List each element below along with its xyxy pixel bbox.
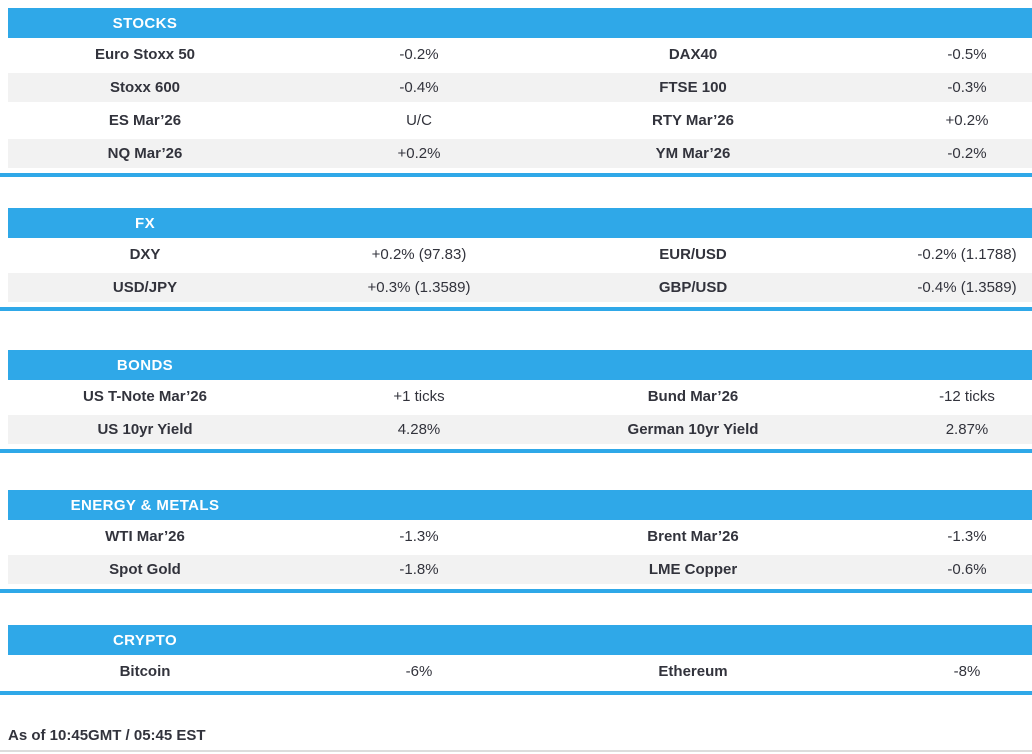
instrument-label-right: RTY Mar’26 (652, 112, 734, 129)
section-title: ENERGY & METALS (70, 496, 220, 514)
instrument-label-left: Spot Gold (109, 561, 181, 578)
section-title: CRYPTO (112, 631, 178, 649)
instrument-value-right: -0.5% (947, 46, 987, 63)
table-row: DXY +0.2% (97.83) EUR/USD -0.2% (1.1788) (8, 238, 1032, 271)
section-rows: Euro Stoxx 50 -0.2% DAX40 -0.5% Stoxx 60… (8, 38, 1032, 170)
instrument-value-left: +0.3% (1.3589) (367, 279, 471, 296)
section-underline (0, 449, 1032, 453)
instrument-value-right: 2.87% (945, 421, 989, 438)
instrument-value-right: -0.3% (947, 79, 987, 96)
table-row: Bitcoin -6% Ethereum -8% (8, 655, 1032, 688)
instrument-label-left: Euro Stoxx 50 (94, 46, 196, 63)
instrument-label-left: DXY (129, 246, 161, 263)
instrument-label-left: ES Mar’26 (108, 112, 182, 129)
table-row: ES Mar’26 U/C RTY Mar’26 +0.2% (8, 104, 1032, 137)
market-section: FX DXY +0.2% (97.83) EUR/USD -0.2% (1.17… (0, 208, 1032, 311)
table-row: Spot Gold -1.8% LME Copper -0.6% (8, 553, 1032, 586)
instrument-label-right: GBP/USD (658, 279, 728, 296)
section-header: CRYPTO (8, 625, 1032, 655)
section-title: FX (135, 214, 155, 232)
section-rows: Bitcoin -6% Ethereum -8% (8, 655, 1032, 688)
section-rows: DXY +0.2% (97.83) EUR/USD -0.2% (1.1788)… (8, 238, 1032, 304)
instrument-value-right: -0.2% (947, 145, 987, 162)
instrument-label-right: German 10yr Yield (627, 421, 759, 438)
table-row: US 10yr Yield 4.28% German 10yr Yield 2.… (8, 413, 1032, 446)
instrument-label-left: Bitcoin (119, 663, 171, 680)
instrument-label-right: Ethereum (658, 663, 728, 680)
instrument-value-left: -1.8% (399, 561, 439, 578)
section-underline (0, 589, 1032, 593)
market-section: STOCKS Euro Stoxx 50 -0.2% DAX40 -0.5% S… (0, 8, 1032, 177)
instrument-value-left: -1.3% (399, 528, 439, 545)
instrument-value-right: -12 ticks (939, 388, 995, 405)
market-section: CRYPTO Bitcoin -6% Ethereum -8% (0, 625, 1032, 695)
section-title: STOCKS (112, 14, 178, 32)
instrument-value-left: -0.4% (399, 79, 439, 96)
section-underline (0, 691, 1032, 695)
instrument-label-right: EUR/USD (659, 246, 727, 263)
section-header: BONDS (8, 350, 1032, 380)
instrument-label-right: DAX40 (668, 46, 718, 63)
instrument-value-left: -0.2% (399, 46, 439, 63)
sections-wrap: STOCKS Euro Stoxx 50 -0.2% DAX40 -0.5% S… (0, 8, 1032, 695)
instrument-label-left: US T-Note Mar’26 (83, 388, 207, 405)
instrument-value-right: -0.2% (1.1788) (917, 246, 1017, 263)
instrument-label-right: Brent Mar’26 (647, 528, 739, 545)
instrument-label-right: YM Mar’26 (655, 145, 731, 162)
section-header: ENERGY & METALS (8, 490, 1032, 520)
market-section: ENERGY & METALS WTI Mar’26 -1.3% Brent M… (0, 490, 1032, 593)
table-row: USD/JPY +0.3% (1.3589) GBP/USD -0.4% (1.… (8, 271, 1032, 304)
section-underline (0, 173, 1032, 177)
instrument-label-right: LME Copper (648, 561, 738, 578)
instrument-value-left: +0.2% (97.83) (371, 246, 467, 263)
instrument-label-left: WTI Mar’26 (105, 528, 185, 545)
instrument-value-right: -0.4% (1.3589) (917, 279, 1017, 296)
as-of-timestamp: As of 10:45GMT / 05:45 EST (8, 727, 206, 744)
bottom-divider (0, 750, 1032, 752)
instrument-value-right: -8% (953, 663, 981, 680)
table-row: Euro Stoxx 50 -0.2% DAX40 -0.5% (8, 38, 1032, 71)
table-row: NQ Mar’26 +0.2% YM Mar’26 -0.2% (8, 137, 1032, 170)
instrument-value-right: -0.6% (947, 561, 987, 578)
market-section: BONDS US T-Note Mar’26 +1 ticks Bund Mar… (0, 350, 1032, 453)
instrument-value-left: +1 ticks (393, 388, 445, 405)
section-title: BONDS (116, 356, 174, 374)
instrument-value-right: +0.2% (945, 112, 989, 129)
section-underline (0, 307, 1032, 311)
table-row: WTI Mar’26 -1.3% Brent Mar’26 -1.3% (8, 520, 1032, 553)
section-rows: US T-Note Mar’26 +1 ticks Bund Mar’26 -1… (8, 380, 1032, 446)
instrument-label-left: USD/JPY (112, 279, 178, 296)
instrument-value-left: +0.2% (397, 145, 441, 162)
instrument-value-right: -1.3% (947, 528, 987, 545)
table-row: Stoxx 600 -0.4% FTSE 100 -0.3% (8, 71, 1032, 104)
section-header: STOCKS (8, 8, 1032, 38)
table-row: US T-Note Mar’26 +1 ticks Bund Mar’26 -1… (8, 380, 1032, 413)
section-header: FX (8, 208, 1032, 238)
instrument-value-left: U/C (406, 112, 432, 129)
section-rows: WTI Mar’26 -1.3% Brent Mar’26 -1.3% Spot… (8, 520, 1032, 586)
instrument-label-left: NQ Mar’26 (107, 145, 183, 162)
instrument-label-right: FTSE 100 (659, 79, 727, 96)
instrument-label-right: Bund Mar’26 (647, 388, 739, 405)
instrument-label-left: Stoxx 600 (109, 79, 181, 96)
instrument-value-left: 4.28% (397, 421, 441, 438)
instrument-value-left: -6% (405, 663, 433, 680)
instrument-label-left: US 10yr Yield (97, 421, 193, 438)
